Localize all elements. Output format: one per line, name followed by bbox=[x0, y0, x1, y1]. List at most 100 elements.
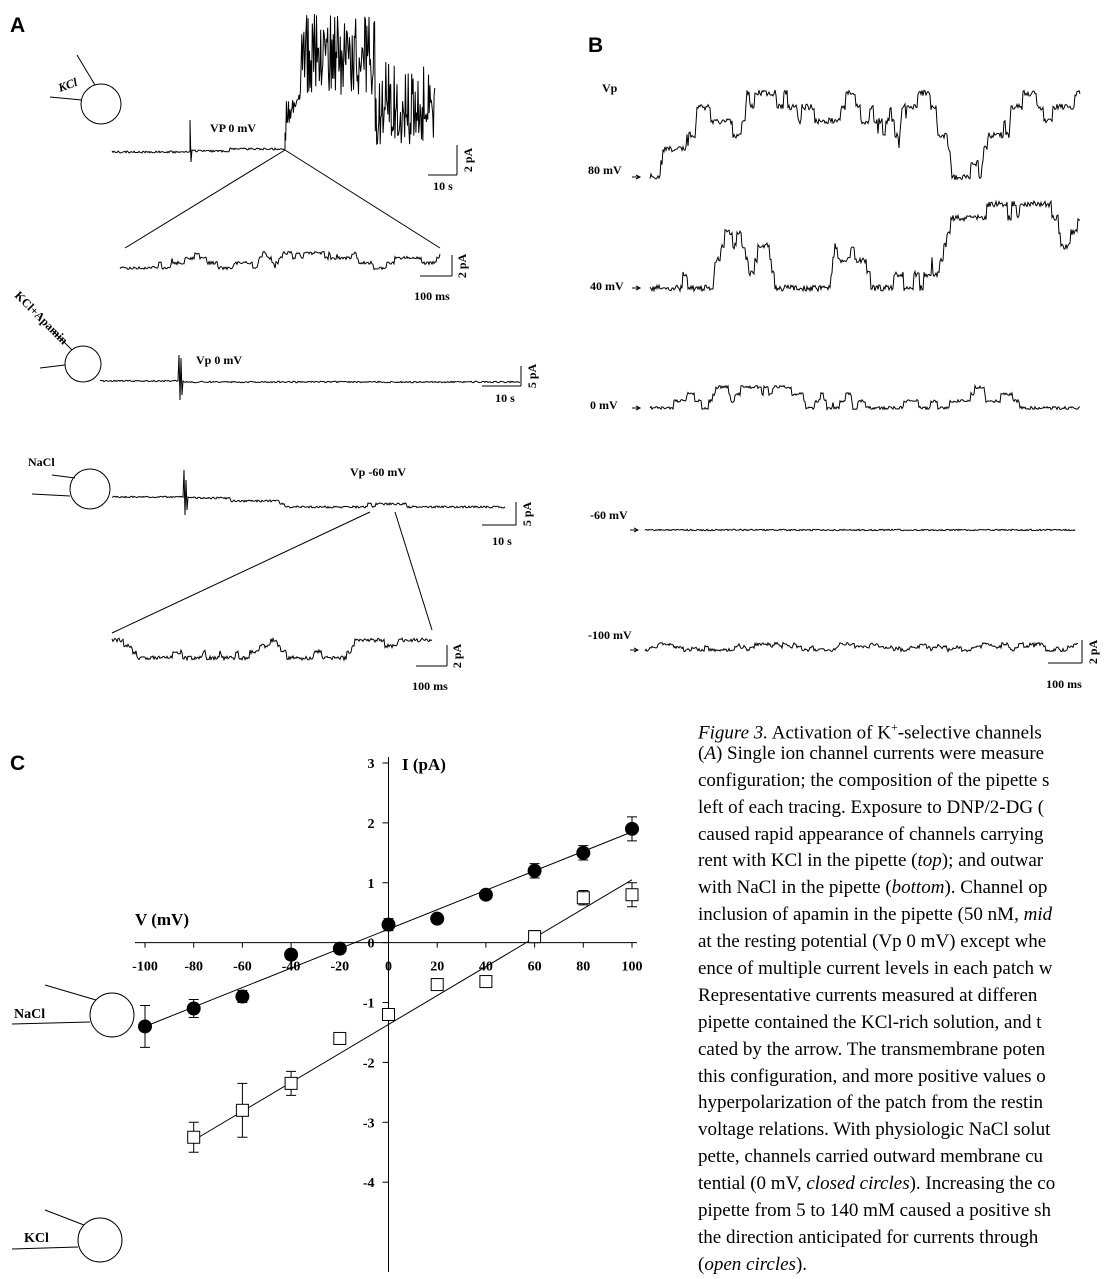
caption-text: inclusion of apamin in the pipette (50 n… bbox=[698, 904, 1024, 926]
x-axis-label: V (mV) bbox=[135, 910, 189, 929]
current-trace bbox=[649, 199, 1081, 293]
arrow bbox=[630, 527, 640, 533]
scale-label: 100 ms bbox=[414, 289, 450, 303]
panel-title: Vp bbox=[602, 81, 618, 95]
caption-text: ). Channel op bbox=[944, 877, 1048, 899]
pipette bbox=[39, 364, 66, 369]
data-point bbox=[284, 947, 299, 962]
caption-line: cated by the arrow. The transmembrane po… bbox=[698, 1037, 1105, 1064]
caption-line: Representative currents measured at diff… bbox=[698, 983, 1105, 1010]
scale-label: 2 pA bbox=[455, 253, 469, 278]
scale-label: 100 ms bbox=[1046, 677, 1082, 691]
y-tick-label: 2 bbox=[368, 817, 375, 832]
voltage-label: Vp -60 mV bbox=[350, 465, 406, 479]
caption-text: this configuration, and more positive va… bbox=[698, 1065, 1046, 1087]
voltage-label: 0 mV bbox=[590, 398, 618, 412]
current-trace bbox=[111, 469, 506, 516]
data-point bbox=[430, 911, 445, 926]
caption-line: caused rapid appearance of channels carr… bbox=[698, 822, 1105, 849]
data-point bbox=[625, 821, 639, 836]
y-axis-label: I (pA) bbox=[402, 755, 446, 774]
pipette bbox=[31, 493, 71, 497]
x-tick-label: -60 bbox=[233, 960, 252, 975]
data-point bbox=[478, 887, 493, 902]
caption-text: closed circles bbox=[806, 1173, 910, 1195]
caption-text: Activation of K bbox=[768, 722, 891, 744]
pipette-label: KCl+Apamin bbox=[12, 288, 71, 347]
data-point bbox=[235, 1103, 249, 1117]
x-tick-label: -20 bbox=[330, 960, 349, 975]
caption-text: + bbox=[890, 720, 898, 734]
caption-text: Figure 3. bbox=[698, 722, 769, 744]
data-point bbox=[138, 1019, 152, 1034]
zoom-line bbox=[124, 149, 286, 249]
caption-text: ( bbox=[698, 1253, 705, 1275]
caption-line: at the resting potential (Vp 0 mV) excep… bbox=[698, 929, 1105, 956]
arrow bbox=[632, 285, 642, 291]
legend-cell bbox=[89, 992, 135, 1038]
caption-text: left of each tracing. Exposure to DNP/2-… bbox=[698, 796, 1045, 818]
current-trace bbox=[644, 528, 1076, 532]
caption-line: voltage relations. With physiologic NaCl… bbox=[698, 1117, 1105, 1144]
caption-line: rent with KCl in the pipette (top); and … bbox=[698, 848, 1105, 875]
caption-text: rent with KCl in the pipette ( bbox=[698, 850, 918, 872]
pipette-cell bbox=[80, 83, 122, 125]
caption-text: open circles bbox=[704, 1253, 796, 1275]
caption-line: left of each tracing. Exposure to DNP/2-… bbox=[698, 795, 1105, 822]
caption-text: ). Increasing the co bbox=[909, 1173, 1056, 1195]
x-tick-label: -80 bbox=[184, 960, 203, 975]
caption-text: ) Single ion channel currents were measu… bbox=[715, 742, 1045, 764]
zoom-line bbox=[111, 511, 371, 634]
scale-label: 2 pA bbox=[461, 147, 475, 172]
data-point bbox=[430, 978, 444, 992]
data-point bbox=[479, 975, 493, 989]
panel-label: C bbox=[10, 752, 25, 775]
current-trace bbox=[111, 636, 433, 662]
y-tick-label: 0 bbox=[368, 937, 375, 952]
current-trace bbox=[644, 641, 1079, 653]
caption-text: the direction anticipated for currents t… bbox=[698, 1226, 1039, 1248]
current-trace bbox=[111, 13, 436, 163]
caption-text: pipette contained the KCl-rich solution,… bbox=[698, 1011, 1042, 1033]
pipette bbox=[11, 1021, 91, 1025]
voltage-label: -100 mV bbox=[588, 628, 632, 642]
panel-label: A bbox=[10, 14, 25, 37]
y-tick-label: -4 bbox=[363, 1176, 375, 1191]
voltage-label: 40 mV bbox=[590, 279, 624, 293]
current-trace bbox=[119, 250, 441, 271]
voltage-label: -60 mV bbox=[590, 508, 628, 522]
x-tick-label: 20 bbox=[430, 960, 444, 975]
caption-text: A bbox=[704, 742, 716, 764]
y-tick-label: -1 bbox=[363, 997, 375, 1012]
legend-label: NaCl bbox=[14, 1007, 45, 1022]
y-tick-label: 3 bbox=[368, 757, 375, 772]
scale-label: 5 pA bbox=[525, 363, 539, 388]
data-point bbox=[382, 1008, 395, 1021]
voltage-label: Vp 0 mV bbox=[196, 353, 242, 367]
data-point bbox=[527, 863, 542, 878]
caption-line: hyperpolarization of the patch from the … bbox=[698, 1090, 1105, 1117]
caption-text: at the resting potential (Vp 0 mV) excep… bbox=[698, 931, 1047, 953]
data-point bbox=[332, 941, 347, 956]
voltage-label: VP 0 mV bbox=[210, 121, 256, 135]
arrow bbox=[632, 405, 642, 411]
scale-label: 10 s bbox=[433, 179, 453, 193]
zoom-line bbox=[284, 149, 441, 249]
caption-line: configuration; the composition of the pi… bbox=[698, 768, 1105, 795]
current-trace bbox=[649, 383, 1081, 412]
caption-line: pipette from 5 to 140 mM caused a positi… bbox=[698, 1198, 1105, 1225]
x-tick-label: 60 bbox=[528, 960, 542, 975]
pipette-cell bbox=[69, 468, 111, 510]
caption-line: Figure 3. Activation of K+-selective cha… bbox=[698, 714, 1105, 744]
scale-label: 10 s bbox=[492, 534, 512, 548]
caption-text: mid bbox=[1023, 904, 1053, 926]
scale-label: 5 pA bbox=[520, 501, 534, 526]
caption-text: voltage relations. With physiologic NaCl… bbox=[698, 1119, 1051, 1141]
caption-line: the direction anticipated for currents t… bbox=[698, 1225, 1105, 1252]
voltage-label: 80 mV bbox=[588, 163, 622, 177]
caption-line: pipette contained the KCl-rich solution,… bbox=[698, 1010, 1105, 1037]
caption-line: pette, channels carried outward membrane… bbox=[698, 1144, 1105, 1171]
data-point bbox=[187, 1130, 201, 1144]
